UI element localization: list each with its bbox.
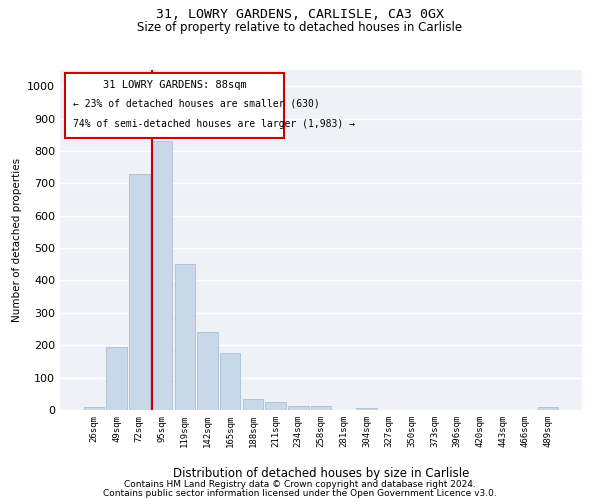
Bar — [265, 402, 286, 410]
Bar — [220, 354, 241, 410]
Text: Size of property relative to detached houses in Carlisle: Size of property relative to detached ho… — [137, 21, 463, 34]
Y-axis label: Number of detached properties: Number of detached properties — [11, 158, 22, 322]
Text: Contains public sector information licensed under the Open Government Licence v3: Contains public sector information licen… — [103, 490, 497, 498]
Text: ← 23% of detached houses are smaller (630): ← 23% of detached houses are smaller (63… — [73, 99, 320, 109]
Text: 31, LOWRY GARDENS, CARLISLE, CA3 0GX: 31, LOWRY GARDENS, CARLISLE, CA3 0GX — [156, 8, 444, 20]
Bar — [84, 407, 104, 410]
Bar — [197, 332, 218, 410]
Bar — [356, 408, 377, 410]
Bar — [311, 406, 331, 410]
Bar — [288, 406, 308, 410]
Bar — [175, 264, 195, 410]
Text: Distribution of detached houses by size in Carlisle: Distribution of detached houses by size … — [173, 468, 469, 480]
Bar — [538, 408, 558, 410]
Text: 74% of semi-detached houses are larger (1,983) →: 74% of semi-detached houses are larger (… — [73, 120, 355, 130]
FancyBboxPatch shape — [65, 74, 284, 138]
Bar — [152, 141, 172, 410]
Bar — [106, 347, 127, 410]
Bar — [129, 174, 149, 410]
Text: Contains HM Land Registry data © Crown copyright and database right 2024.: Contains HM Land Registry data © Crown c… — [124, 480, 476, 489]
Bar — [242, 398, 263, 410]
Text: 31 LOWRY GARDENS: 88sqm: 31 LOWRY GARDENS: 88sqm — [103, 80, 247, 90]
